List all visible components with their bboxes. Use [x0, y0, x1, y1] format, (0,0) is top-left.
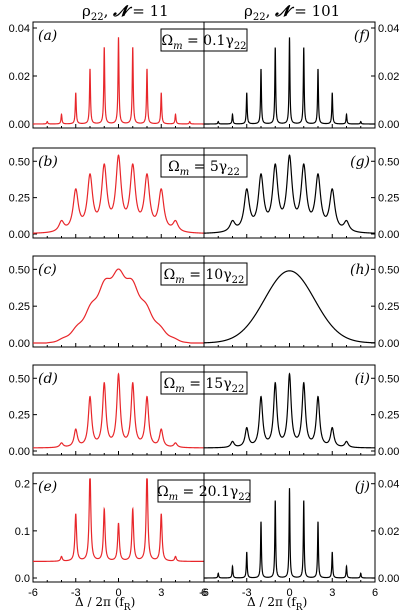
panel-label: (c) [38, 262, 57, 278]
series-line [33, 37, 204, 125]
y-tick-label: 0.50 [9, 156, 30, 168]
panel-b: 0.00 0.25 0.50 (b) Ωm = 5γ22 [9, 147, 248, 241]
y-tick-label: 0.50 [9, 264, 30, 276]
omega-label: Ωm = 20.1γ22 [157, 484, 251, 503]
x-tick-label: 3 [329, 587, 335, 599]
series-line [33, 372, 204, 449]
panel-i: 0.00 0.25 0.50 (i) [203, 364, 399, 458]
x-tick-label: 0 [115, 587, 121, 599]
series-line [204, 154, 375, 234]
panel-label: (i) [355, 371, 370, 387]
y-tick-label: 0.50 [378, 264, 399, 276]
y-tick-label: 0.00 [378, 338, 399, 350]
y-tick-label: 0.04 [378, 23, 399, 35]
y-tick-label: 0.02 [378, 71, 399, 83]
y-tick-label: 0.00 [378, 573, 399, 585]
y-tick-label: 0.25 [9, 301, 30, 313]
panel-h: 0.00 0.25 0.50 (h) [203, 255, 399, 350]
panel-g: 0.00 0.25 0.50 (g) [203, 147, 399, 241]
y-tick-label: 0.50 [9, 373, 30, 385]
panel-e: 0.0 0.1 0.2 -6 -3 0 3 6 (e) Ωm = 20.1γ22 [15, 472, 251, 599]
series-line [33, 268, 204, 344]
y-tick-label: 0.25 [9, 410, 30, 422]
panel-label: (b) [38, 154, 58, 170]
y-tick-label: 0.2 [15, 479, 30, 491]
x-tick-label: 6 [372, 587, 378, 599]
x-tick-label: -3 [71, 587, 81, 599]
y-tick-label: 0.00 [378, 229, 399, 241]
x-tick-label: -3 [242, 587, 252, 599]
panel-label: (h) [350, 262, 370, 278]
y-tick-label: 0.04 [378, 479, 399, 491]
y-tick-label: 0.00 [378, 119, 399, 131]
x-tick-label: -6 [199, 587, 209, 599]
omega-label: Ωm = 10γ22 [164, 267, 245, 286]
y-tick-label: 0.00 [9, 119, 30, 131]
y-tick-label: 0.00 [9, 338, 30, 350]
y-tick-label: 0.04 [9, 23, 30, 35]
right-x-axis-title: Δ / 2π (fR) [247, 595, 307, 613]
panel-label: (g) [350, 154, 370, 170]
series-line [33, 154, 204, 234]
panel-label: (a) [38, 28, 57, 44]
panel-a: 0.00 0.02 0.04 (a) Ωm = 0.1γ22 [9, 21, 248, 131]
y-tick-label: 0.25 [378, 193, 399, 205]
y-tick-label: 0.00 [9, 446, 30, 458]
series-line [204, 488, 375, 579]
y-tick-label: 0.02 [9, 71, 30, 83]
panel-d: 0.00 0.25 0.50 (d) Ωm = 15γ22 [9, 364, 248, 458]
panel-f: 0.00 0.02 0.04 (f) [203, 21, 399, 131]
left-x-axis-title: Δ / 2π (fR) [75, 595, 135, 613]
panel-label: (f) [354, 28, 370, 44]
series-line [204, 372, 375, 449]
y-tick-label: 0.1 [15, 526, 30, 538]
series-line [204, 37, 375, 125]
panel-j: 0.00 0.02 0.04 -6 -3 0 3 6 (j) [199, 472, 399, 599]
x-tick-label: 6 [201, 587, 207, 599]
panel-label: (j) [355, 479, 370, 495]
panel-label: (e) [38, 479, 57, 495]
right-column-title: ρ22, 𝓝 = 101 [244, 2, 340, 23]
y-tick-label: 0.00 [9, 229, 30, 241]
left-column-title: ρ22, 𝓝 = 11 [82, 2, 169, 23]
omega-label: Ωm = 5γ22 [168, 159, 240, 178]
y-tick-label: 0.25 [378, 410, 399, 422]
y-tick-label: 0.50 [378, 373, 399, 385]
panel-c: 0.00 0.25 0.50 (c) Ωm = 10γ22 [9, 255, 248, 350]
x-tick-label: 0 [286, 587, 292, 599]
x-tick-label: -6 [28, 587, 38, 599]
y-tick-label: 0.50 [378, 156, 399, 168]
omega-label: Ωm = 15γ22 [164, 376, 245, 395]
y-tick-label: 0.00 [378, 446, 399, 458]
y-tick-label: 0.02 [378, 526, 399, 538]
omega-label: Ωm = 0.1γ22 [161, 33, 246, 52]
x-tick-label: 3 [158, 587, 164, 599]
panel-label: (d) [38, 371, 58, 387]
series-line [33, 478, 204, 563]
y-tick-label: 0.25 [378, 301, 399, 313]
y-tick-label: 0.0 [15, 573, 30, 585]
y-tick-label: 0.25 [9, 193, 30, 205]
series-line [203, 270, 376, 344]
